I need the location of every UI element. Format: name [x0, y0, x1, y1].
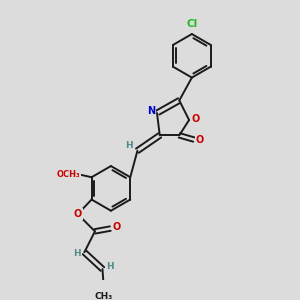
- Text: N: N: [147, 106, 155, 116]
- Text: O: O: [112, 222, 121, 232]
- Text: CH₃: CH₃: [95, 292, 113, 300]
- Text: OCH₃: OCH₃: [57, 170, 80, 179]
- Text: H: H: [125, 141, 133, 150]
- Text: O: O: [191, 114, 199, 124]
- Text: O: O: [74, 209, 82, 219]
- Text: H: H: [106, 262, 113, 271]
- Text: O: O: [196, 134, 204, 145]
- Text: H: H: [74, 249, 81, 258]
- Text: Cl: Cl: [186, 19, 197, 29]
